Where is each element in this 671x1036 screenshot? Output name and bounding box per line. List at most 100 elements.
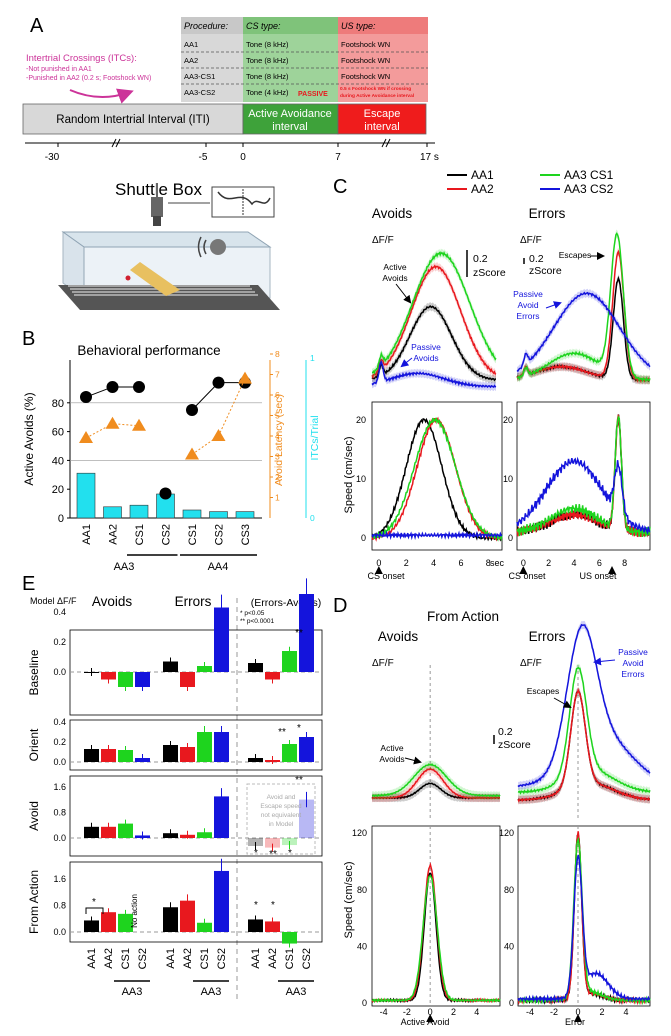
dAvoidDf-band-1 (372, 764, 500, 803)
d-xtick-0-0: 0 (428, 1007, 433, 1017)
d-speed-tick-1-0: 0 (509, 998, 514, 1008)
b-ytick-20: 20 (52, 484, 64, 496)
dErrSp-trace-1 (517, 831, 651, 1006)
b-ytick-0: 0 (58, 513, 64, 525)
cAvoidDf-trace-1 (371, 264, 497, 379)
e-frame-1 (69, 719, 323, 771)
d-speed-tick-1-40: 40 (504, 941, 514, 951)
cErrSp-trace-1 (516, 414, 651, 538)
cAvoidSp-trace-3 (371, 530, 503, 541)
d-xtick-1--4: -4 (526, 1007, 534, 1017)
dAvoidSp-trace-0 (371, 872, 501, 1004)
dErrDf-trace-2 (517, 666, 651, 795)
e-bar-orient-avoids-1 (101, 749, 116, 762)
procedure-row-3: AA3-CS2 (184, 88, 215, 97)
c-passive-errors-1: Passive (513, 289, 543, 299)
panel-b-ylabel: Active Avoids (%) (22, 392, 36, 485)
e-bar-orient-errors-1 (180, 747, 195, 762)
e-xcat-2-1: AA2 (267, 948, 279, 969)
d-avoids-df-plot (371, 665, 501, 820)
e-bar-avoid-errors-3 (214, 796, 229, 838)
c-speed-tick-0-0: 0 (361, 533, 366, 543)
d-df-2: ΔF/F (520, 658, 542, 669)
e-bar-orient-errors-2 (197, 732, 212, 762)
b-lat-tick-5: 5 (275, 411, 280, 421)
e-star-282-735: ** (278, 727, 286, 738)
e-star-299-636: ** (295, 628, 303, 639)
panel-label-d: D (333, 595, 347, 617)
d-errors-speed-plot: 0 40 80 120 -4 -2 0 2 4 (499, 825, 651, 1022)
d-speed-tick-0-0: 0 (362, 998, 367, 1008)
c-us-onset: US onset (579, 571, 617, 581)
cs2-us-note1: 0.5 s Footshock WN if crossing (340, 86, 411, 92)
b-ytick-80: 80 (52, 398, 64, 410)
timeline-tick-1: -5 (199, 152, 208, 163)
b-avoid-point-0 (80, 391, 92, 404)
d-xtick-1-2: 2 (599, 1007, 604, 1017)
b-latency-point-4 (185, 447, 199, 460)
e-errors: Errors (175, 594, 212, 609)
e-bar-baseline-avoids-3 (135, 672, 150, 687)
e-note-box (246, 783, 316, 855)
c-err-xtick-4: 8 (622, 558, 627, 568)
c-df-2: ΔF/F (520, 235, 542, 246)
d-speed-tick-0-80: 80 (357, 885, 367, 895)
e-sig2: ** p<0.0001 (240, 618, 275, 625)
b-avoid-point-4 (186, 404, 198, 416)
panel-b-title: Behavioral performance (77, 343, 220, 358)
e-star-94-905: * (92, 897, 96, 908)
e-row-label-3: From Action (27, 870, 41, 934)
b-latency-point-0 (79, 431, 93, 444)
e-bar-from-avoids-1 (101, 912, 116, 932)
c-avoids-title: Avoids (372, 206, 413, 221)
c-scale-bar-2: 0.2 zScore (523, 253, 562, 277)
e-xcat-0-0: AA1 (86, 948, 98, 969)
c-zscore-2: zScore (529, 265, 562, 277)
e-xcat-0-2: CS1 (120, 948, 132, 969)
c-scale-bar-1: 0.2 zScore (466, 250, 506, 279)
e-bar-baseline-avoids-2 (118, 672, 133, 687)
e-bar-from-diff-2 (282, 932, 297, 944)
e-bar-baseline-diff-0 (248, 663, 263, 672)
e-group-1: AA3 (201, 986, 222, 998)
e-bar-from-diff-1 (265, 921, 280, 932)
e-xcat-1-1: AA2 (182, 948, 194, 969)
d-avoids-title: Avoids (378, 629, 419, 644)
d-speed-tick-0-40: 40 (357, 941, 367, 951)
d-active-avoids-2: Avoids (379, 754, 404, 764)
d-speed-tick-0-120: 120 (352, 828, 367, 838)
e-xcat-1-2: CS1 (199, 948, 211, 969)
c-df-1: ΔF/F (372, 235, 394, 246)
shuttle-box-illustration (58, 183, 280, 310)
b-lat-tick-4: 4 (275, 431, 280, 441)
c-avoid-xtick-2: 4 (431, 558, 436, 568)
c-scale-value-2: 0.2 (529, 253, 544, 265)
e-bar-from-errors-3 (214, 870, 229, 932)
b-category-0: AA1 (81, 524, 93, 545)
c-speed-tick-0-10: 10 (356, 474, 366, 484)
e-tick-0-2: 0.4 (53, 607, 66, 617)
b-latency-point-5 (211, 429, 226, 441)
e-bar-avoid-diff-3 (299, 799, 314, 838)
e-bracket (85, 907, 104, 914)
e-xcat-0-3: CS2 (137, 948, 149, 969)
d-active-avoids-1: Active (380, 743, 403, 753)
e-model: Model ΔF/F (30, 596, 77, 606)
c-err-xtick-3: 6 (597, 558, 602, 568)
aa-interval-box (242, 103, 339, 135)
e-bar-orient-avoids-2 (118, 750, 133, 762)
e-bar-from-errors-0 (163, 907, 178, 932)
b-itc-bar-5 (209, 511, 228, 519)
e-star-299-731: * (297, 723, 301, 734)
e-sig1: * p<0.05 (240, 610, 265, 617)
e-bar-baseline-errors-0 (163, 661, 178, 672)
e-bar-orient-errors-3 (214, 732, 229, 762)
e-note-3: not equivalent (261, 812, 302, 819)
timeline-axis (25, 138, 435, 148)
e-row-label-1: Orient (27, 728, 41, 761)
c-avoid-xtick-3: 6 (458, 558, 463, 568)
c-legend-label-2: AA3 CS1 (564, 168, 614, 182)
